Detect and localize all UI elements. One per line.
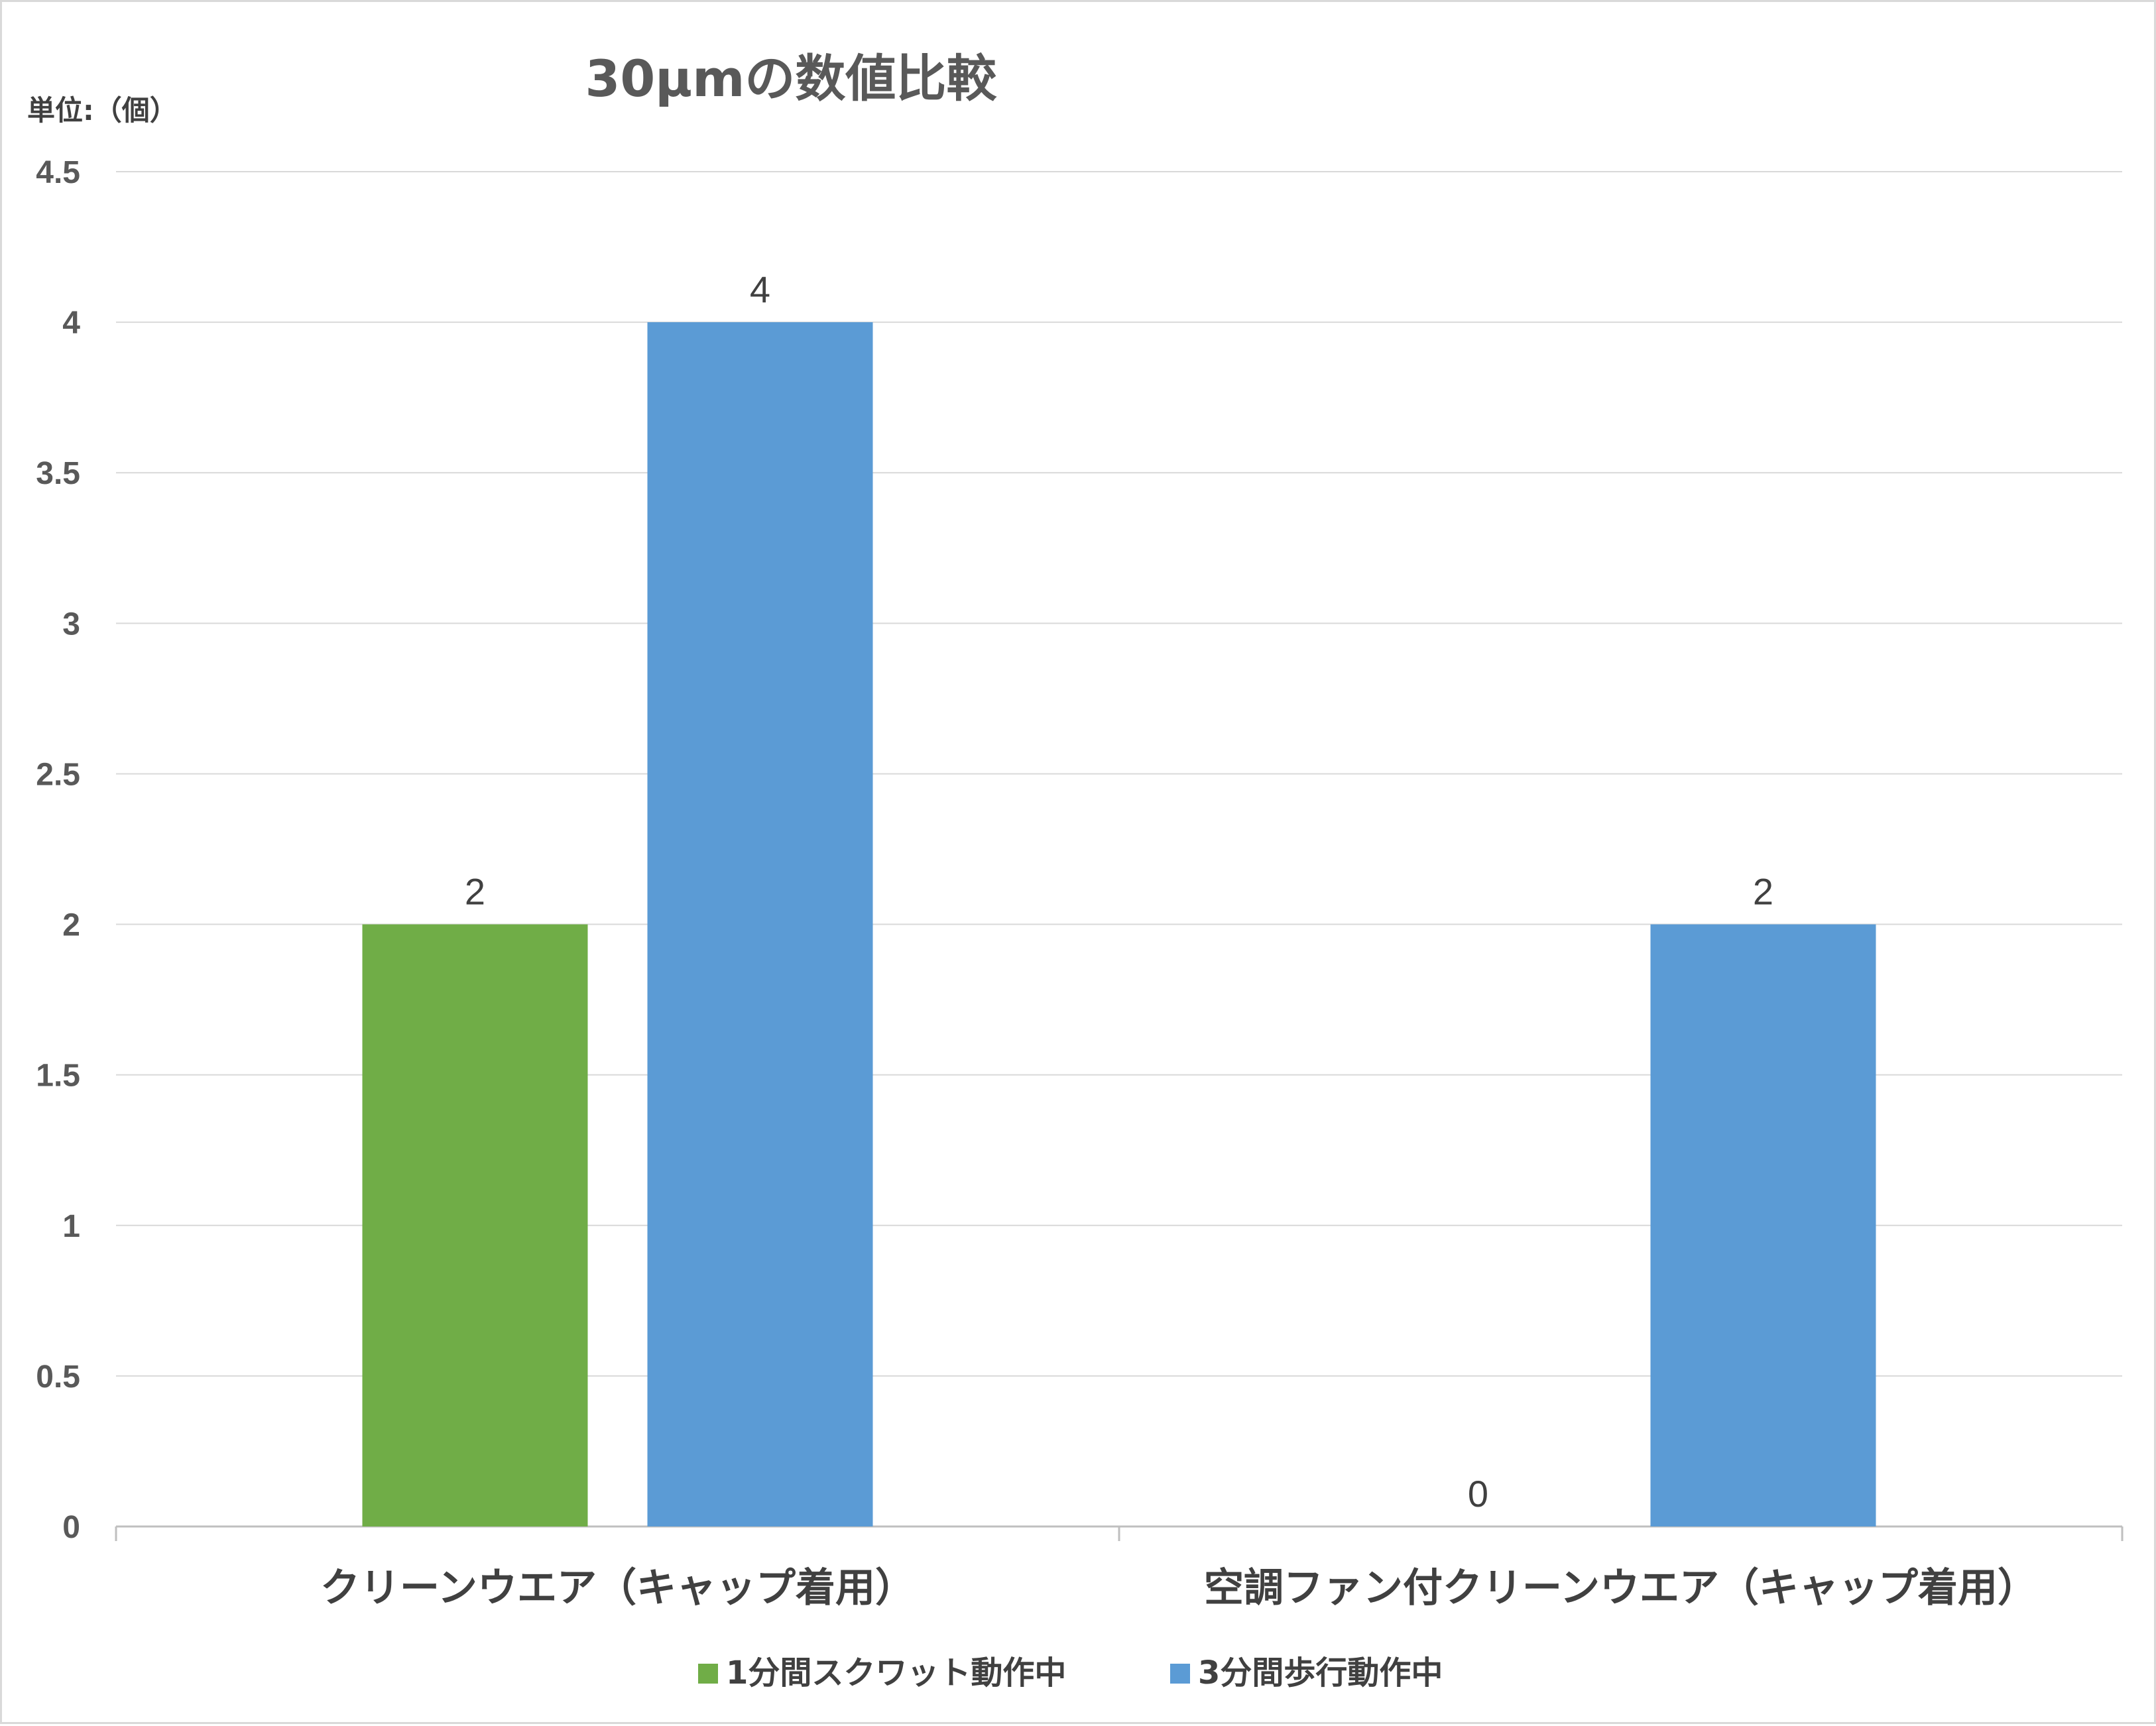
legend: 1分間スクワット動作中 3分間歩行動作中 [698,1654,1443,1692]
bars [362,322,1876,1527]
data-labels: 2 4 0 2 [465,268,1773,1515]
y-tick-label: 4 [62,306,80,341]
x-tick-label: クリーンウエア（キャップ着用） [320,1565,915,1611]
y-axis-ticks: 0 0.5 1 1.5 2 2.5 3 3.5 4 4.5 [36,155,80,1545]
y-tick-label: 0 [62,1510,80,1545]
y-tick-label: 3 [62,606,80,642]
data-label: 4 [750,268,770,310]
chart-title: 30μmの数値比較 [585,49,998,108]
y-tick-label: 2 [62,908,80,943]
bar-1-1 [362,924,588,1526]
x-tick-label: 空調ファン付クリーンウエア（キャップ着用） [1204,1565,2037,1611]
y-tick-label: 3.5 [36,456,80,491]
data-label: 0 [1468,1473,1488,1515]
bar-2-1 [647,322,873,1527]
y-tick-label: 1 [62,1209,80,1244]
data-label: 2 [465,871,485,913]
data-label: 2 [1753,871,1773,913]
bar-2-2 [1650,924,1876,1526]
y-tick-label: 2.5 [36,757,80,792]
x-axis-ticks: クリーンウエア（キャップ着用） 空調ファン付クリーンウエア（キャップ着用） [320,1565,2037,1611]
y-tick-label: 1.5 [36,1059,80,1094]
y-tick-label: 0.5 [36,1359,80,1395]
legend-label: 1分間スクワット動作中 [726,1654,1066,1692]
legend-swatch [1170,1664,1190,1684]
legend-swatch [698,1664,718,1684]
legend-label: 3分間歩行動作中 [1198,1654,1443,1692]
y-unit-label: 単位:（個） [27,94,178,127]
y-tick-label: 4.5 [36,155,80,190]
